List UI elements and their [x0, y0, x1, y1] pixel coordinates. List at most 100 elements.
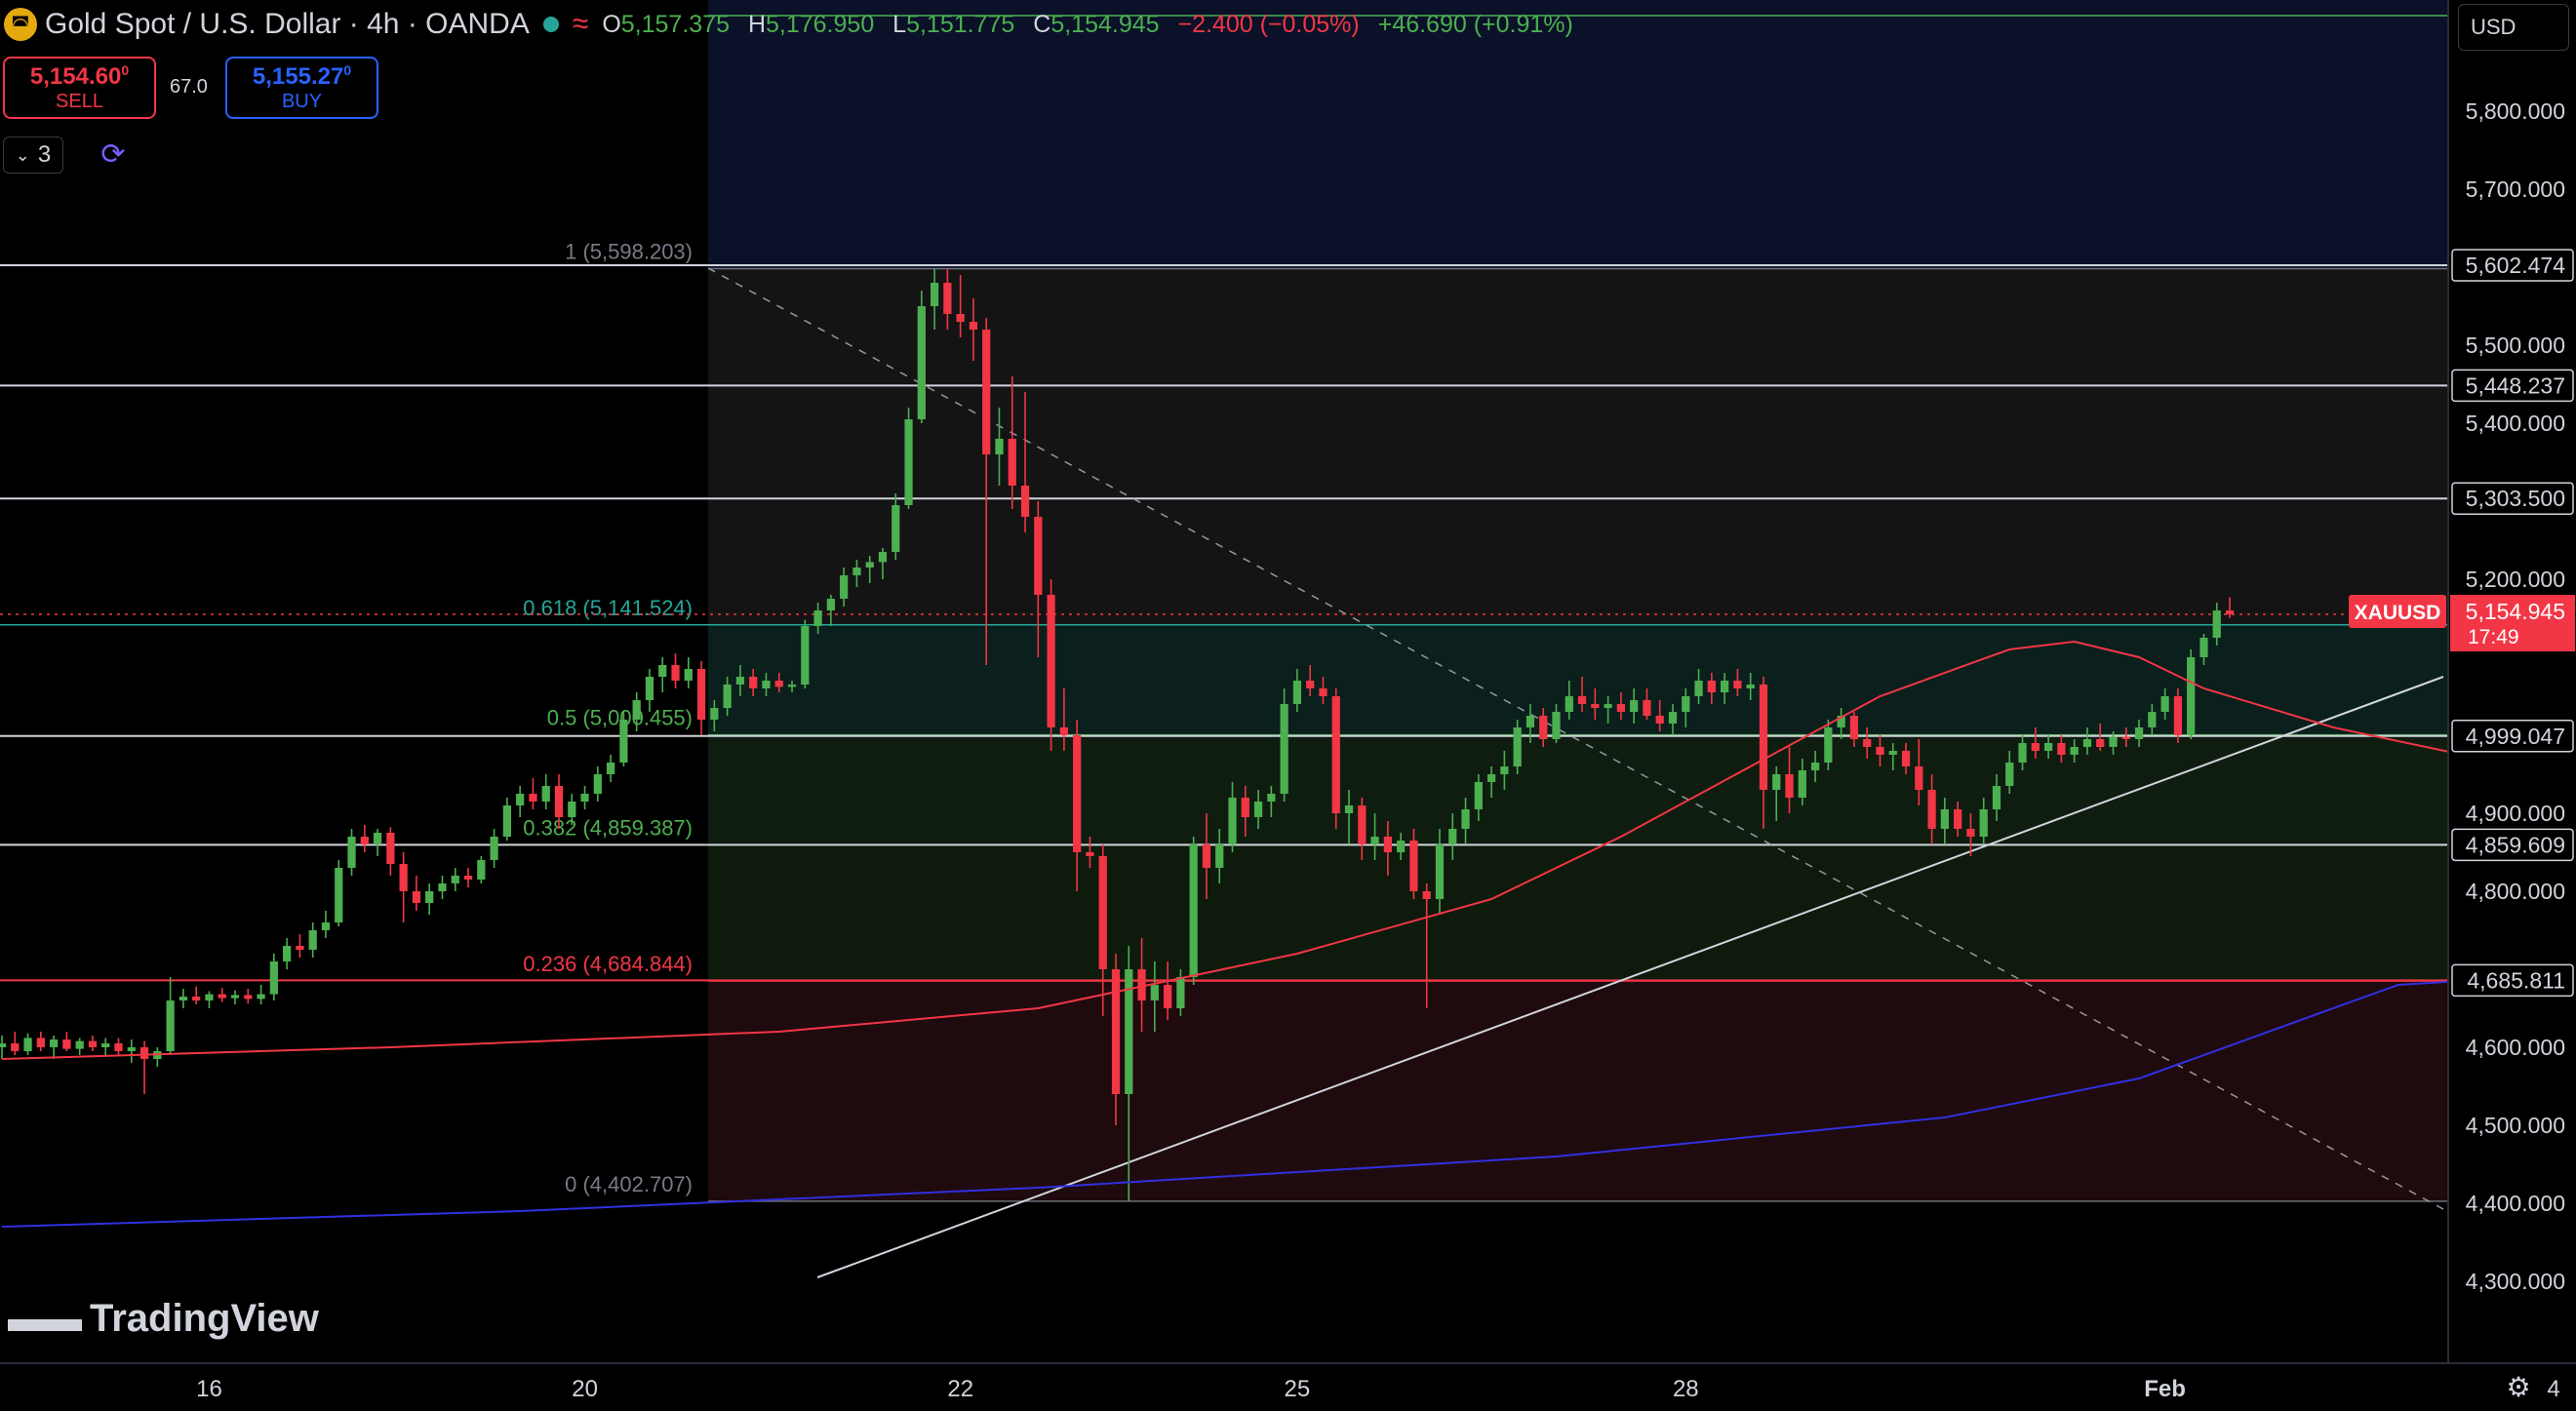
candle-body — [62, 1039, 71, 1049]
fib-zone-0618-05 — [708, 624, 2448, 735]
candle-body — [269, 961, 278, 995]
candle-body — [956, 314, 965, 322]
candle-body — [1591, 704, 1600, 708]
candle-body — [982, 330, 991, 454]
candle-body — [1863, 739, 1872, 747]
candle-body — [399, 864, 408, 891]
candle-body — [1409, 841, 1418, 891]
candle-body — [438, 883, 447, 891]
candle-body — [1798, 770, 1806, 798]
candle-body — [632, 700, 641, 720]
price-level-label: 5,602.474 — [2466, 253, 2566, 278]
currency-select[interactable]: USD — [2458, 4, 2569, 51]
price-axis-bg — [2448, 0, 2576, 1411]
price-level-box — [2451, 482, 2574, 515]
market-open-icon — [542, 17, 559, 32]
open-value: 5,157.375 — [620, 10, 730, 38]
buy-label: BUY — [281, 91, 323, 112]
candle-body — [1604, 704, 1612, 708]
candle-body — [1630, 700, 1639, 712]
candle-body — [930, 283, 939, 306]
candle-body — [749, 677, 758, 688]
candle-body — [1344, 805, 1354, 813]
candle-body — [658, 665, 667, 677]
sell-price: 5,154.60 — [29, 63, 122, 90]
price-tick-label: 4,900.000 — [2466, 801, 2565, 826]
candle-body — [1435, 844, 1445, 899]
price-tick-label: 5,500.000 — [2466, 333, 2565, 358]
candle-body — [451, 876, 459, 883]
candle-body — [645, 677, 654, 700]
fib-zone-top — [708, 0, 2448, 269]
candle-body — [593, 774, 602, 794]
candle-body — [373, 833, 382, 844]
candle-body — [1306, 681, 1315, 688]
candle-body — [257, 994, 265, 999]
candle-body — [1280, 704, 1288, 794]
symbol-tag-label: XAUUSD — [2355, 602, 2441, 624]
candle-body — [852, 568, 861, 575]
sync-icon[interactable]: ⟳ — [100, 138, 126, 171]
sell-button[interactable]: 5,154.600 SELL — [3, 57, 156, 119]
candle-body — [1772, 774, 1781, 790]
candle-body — [0, 1043, 7, 1047]
candle-body — [502, 805, 512, 837]
candle-body — [671, 665, 680, 681]
candle-body — [2212, 610, 2221, 638]
settings-gear-icon[interactable]: ⚙ — [2506, 1372, 2531, 1402]
candle-body — [710, 708, 719, 720]
brand-name: TradingView — [90, 1297, 319, 1340]
candle-body — [36, 1038, 45, 1047]
candle-body — [606, 763, 615, 774]
candle-body — [1034, 517, 1043, 595]
price-tick-label: 4,800.000 — [2466, 879, 2565, 904]
candle-body — [580, 794, 589, 802]
candle-body — [2043, 743, 2053, 751]
fib-zone-05-0382 — [708, 734, 2448, 845]
indicators-toggle[interactable]: ⌄ 3 — [3, 137, 63, 174]
candle-body — [826, 599, 835, 610]
candle-body — [1888, 751, 1897, 755]
candle-body — [11, 1043, 20, 1051]
candle-body — [1668, 712, 1678, 724]
candle-body — [1150, 985, 1159, 1000]
ascending-trendline — [816, 676, 2444, 1278]
candle-body — [1694, 681, 1703, 696]
slow-moving-average — [1, 976, 2576, 1228]
buy-button[interactable]: 5,155.270 BUY — [225, 57, 378, 119]
candle-body — [2082, 739, 2092, 747]
candle-body — [554, 786, 564, 817]
time-tick-label: 25 — [1285, 1376, 1311, 1402]
candle-body — [1577, 696, 1587, 704]
candle-body — [541, 786, 550, 802]
candle-body — [412, 891, 421, 903]
candle-body — [127, 1047, 136, 1051]
price-level-label: 5,303.500 — [2466, 486, 2565, 511]
candle-body — [1461, 809, 1470, 829]
candle-body — [943, 283, 952, 314]
candle-body — [2160, 696, 2169, 712]
candle-body — [1176, 977, 1185, 1008]
candle-body — [801, 626, 810, 685]
candle-body — [230, 995, 240, 999]
candle-body — [723, 685, 732, 708]
candle-body — [386, 833, 395, 864]
candle-body — [139, 1047, 149, 1059]
candle-body — [529, 794, 537, 802]
symbol-title[interactable]: Gold Spot / U.S. Dollar · 4h · OANDA — [45, 8, 530, 40]
candle-body — [995, 439, 1004, 454]
candle-body — [1370, 837, 1379, 844]
candle-body — [865, 562, 874, 568]
bar-countdown-label: 17:49 — [2468, 626, 2519, 648]
low-value: 5,151.775 — [906, 10, 1015, 38]
candle-body — [1824, 727, 1833, 763]
price-level-label: 4,859.609 — [2466, 832, 2565, 857]
price-tick-label: 5,400.000 — [2466, 411, 2565, 436]
candle-body — [1008, 439, 1016, 486]
fib-level-label: 0.382 (4,859.387) — [523, 815, 693, 840]
candle-body — [1215, 844, 1224, 868]
currency-label: USD — [2471, 15, 2517, 39]
candle-body — [2005, 763, 2014, 786]
candle-body — [1189, 844, 1198, 977]
